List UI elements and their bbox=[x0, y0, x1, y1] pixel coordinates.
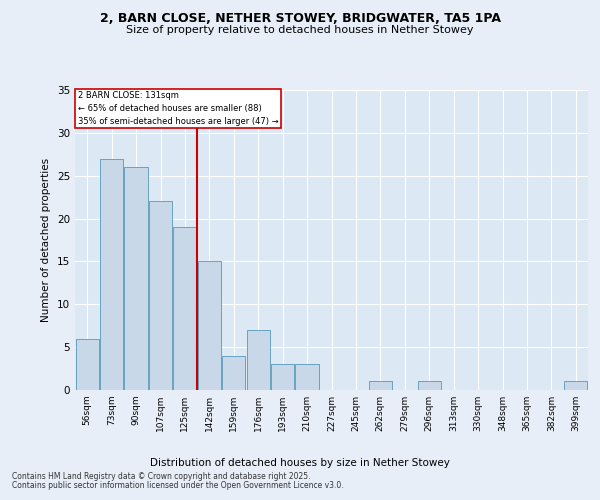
Text: Contains HM Land Registry data © Crown copyright and database right 2025.: Contains HM Land Registry data © Crown c… bbox=[12, 472, 311, 481]
Bar bbox=[76, 338, 99, 390]
Bar bbox=[173, 227, 197, 390]
Text: 2 BARN CLOSE: 131sqm
← 65% of detached houses are smaller (88)
35% of semi-detac: 2 BARN CLOSE: 131sqm ← 65% of detached h… bbox=[77, 92, 278, 126]
Bar bbox=[295, 364, 319, 390]
Bar bbox=[247, 330, 270, 390]
Text: 2, BARN CLOSE, NETHER STOWEY, BRIDGWATER, TA5 1PA: 2, BARN CLOSE, NETHER STOWEY, BRIDGWATER… bbox=[100, 12, 500, 26]
Bar bbox=[124, 167, 148, 390]
Bar bbox=[369, 382, 392, 390]
Bar bbox=[198, 262, 221, 390]
Text: Contains public sector information licensed under the Open Government Licence v3: Contains public sector information licen… bbox=[12, 481, 344, 490]
Bar bbox=[149, 202, 172, 390]
Text: Size of property relative to detached houses in Nether Stowey: Size of property relative to detached ho… bbox=[126, 25, 474, 35]
Bar bbox=[418, 382, 441, 390]
Bar bbox=[222, 356, 245, 390]
Y-axis label: Number of detached properties: Number of detached properties bbox=[41, 158, 52, 322]
Text: Distribution of detached houses by size in Nether Stowey: Distribution of detached houses by size … bbox=[150, 458, 450, 468]
Bar bbox=[564, 382, 587, 390]
Bar bbox=[100, 158, 123, 390]
Bar bbox=[271, 364, 294, 390]
